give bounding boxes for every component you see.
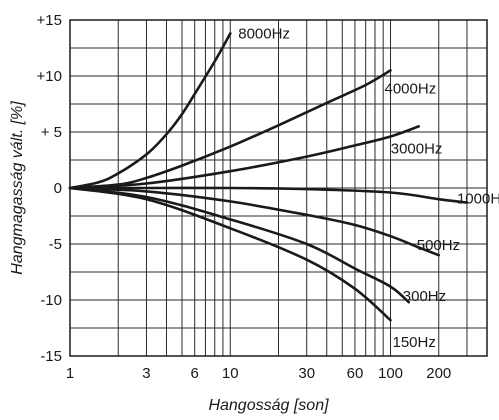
- y-tick-label: -15: [40, 348, 62, 365]
- series-line-3000hz: [68, 125, 420, 190]
- x-tick-label: 60: [347, 365, 364, 382]
- series-line-1000hz: [68, 186, 469, 204]
- tick-layer: 1 3 6 10 30 60 100 200 +15 +10 + 5 0 -5 -10 -15: [37, 12, 452, 382]
- x-tick-label: 3: [142, 365, 150, 382]
- y-tick-label: + 5: [41, 124, 62, 141]
- x-tick-label: 30: [298, 365, 315, 382]
- series-label-3000hz: 3000Hz: [391, 140, 443, 157]
- series-label-1000hz: 1000Hz: [457, 191, 499, 208]
- series-label-layer: 8000Hz 4000Hz 3000Hz 1000Hz 500Hz 300Hz 150Hz: [238, 25, 499, 351]
- x-axis-title: Hangosság [son]: [208, 397, 329, 414]
- series-label-300hz: 300Hz: [403, 288, 446, 305]
- series-line-500hz: [68, 186, 441, 257]
- x-tick-label: 100: [378, 365, 403, 382]
- series-layer: [68, 32, 469, 322]
- y-tick-label: +10: [37, 68, 62, 85]
- series-label-150hz: 150Hz: [393, 334, 436, 351]
- x-tick-label: 6: [191, 365, 199, 382]
- y-tick-label: -10: [40, 292, 62, 309]
- x-tick-label: 1: [66, 365, 74, 382]
- series-label-4000hz: 4000Hz: [385, 80, 437, 97]
- series-label-8000hz: 8000Hz: [238, 25, 290, 42]
- series-line-150hz: [68, 186, 392, 322]
- y-tick-label: 0: [54, 180, 62, 197]
- x-tick-label: 10: [222, 365, 239, 382]
- x-tick-label: 200: [426, 365, 451, 382]
- y-axis-title: Hangmagasság vált. [%]: [9, 101, 26, 275]
- y-tick-label: +15: [37, 12, 62, 29]
- series-line-300hz: [68, 186, 411, 304]
- series-label-500hz: 500Hz: [417, 237, 460, 254]
- y-tick-label: -5: [49, 236, 62, 253]
- series-line-4000hz: [68, 69, 392, 190]
- series-line-8000hz: [68, 32, 232, 190]
